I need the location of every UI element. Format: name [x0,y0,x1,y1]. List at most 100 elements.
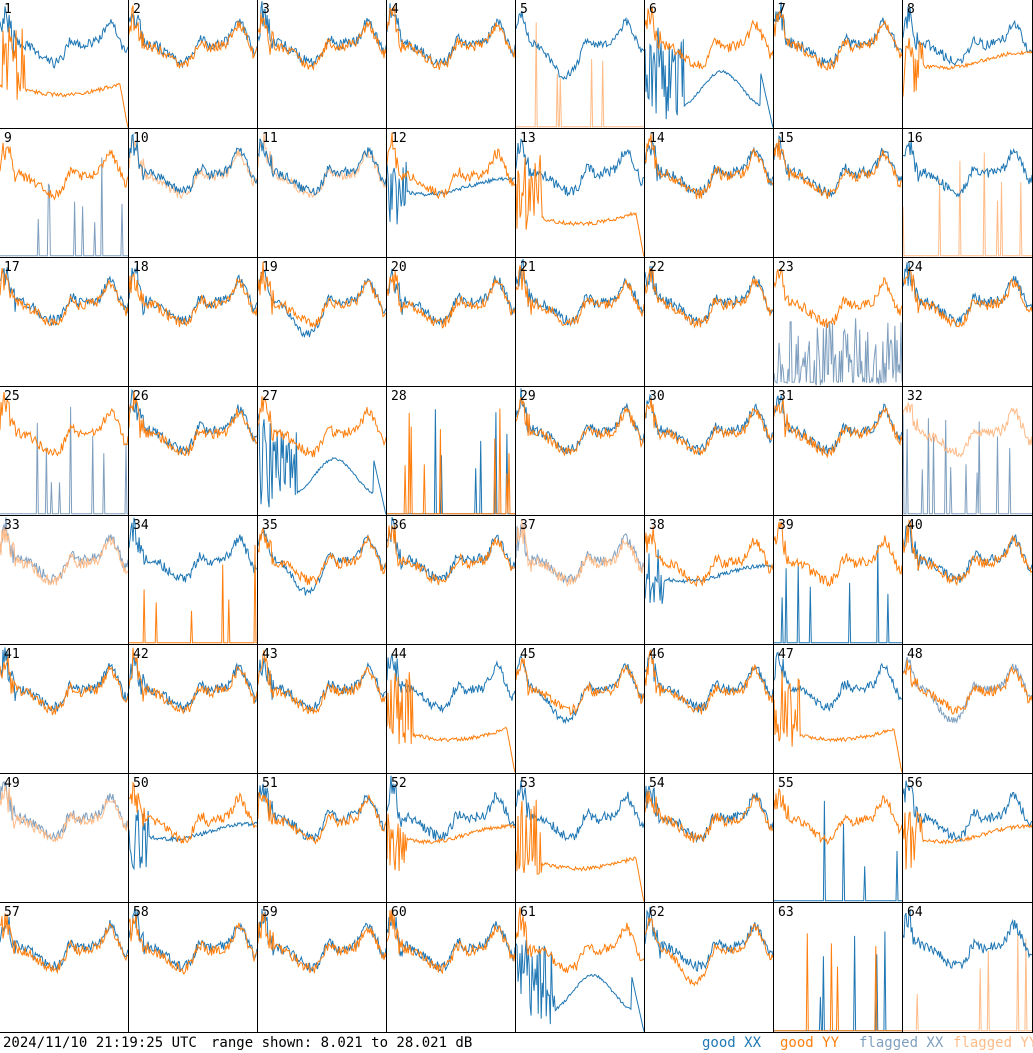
yy-trace [0,142,128,201]
panel-plot [903,780,1032,870]
xx-trace [387,654,515,714]
panel-number: 63 [778,905,794,920]
panel-number: 45 [520,647,536,662]
yy-trace [258,528,386,586]
panel-plot [774,651,902,773]
yy-trace [903,518,1032,587]
yy-trace [129,137,257,200]
xx-trace [258,270,386,339]
panel-plot [903,6,1032,97]
panel-number: 34 [133,518,149,533]
yy-trace [0,913,128,975]
panel-number: 11 [262,131,278,146]
yy-trace [903,37,1032,97]
panel-number: 31 [778,389,794,404]
panel-plot [258,909,386,974]
panel-38: 38 [645,516,774,645]
panel-50: 50 [129,774,258,903]
panel-number: 28 [391,389,407,404]
panel-number: 57 [4,905,20,920]
yy-trace [645,649,773,715]
yy-trace [387,909,515,975]
panel-number: 18 [133,260,149,275]
panel-37: 37 [516,516,645,645]
panel-25: 25 [0,387,129,516]
panel-plot [903,262,1032,328]
panel-30: 30 [645,387,774,516]
panel-62: 62 [645,903,774,1033]
yy-trace [516,799,644,902]
xx-trace [903,6,1032,66]
panel-plot [645,785,773,844]
xx-trace [903,139,1032,198]
panel-32: 32 [903,387,1033,516]
yy-trace [645,397,773,457]
panel-44: 44 [387,645,516,774]
panel-plot [516,907,644,1032]
panel-number: 55 [778,776,794,791]
panel-number: 51 [262,776,278,791]
panel-plot [258,133,386,198]
yy-trace [0,526,128,586]
xx-trace [258,909,386,972]
panel-plot [387,3,515,70]
yy-trace [516,155,644,257]
panel-plot [387,517,515,586]
yy-trace [903,152,1032,257]
yy-trace [774,10,902,71]
panel-plot [387,909,515,975]
yy-trace [258,396,386,458]
yy-trace [903,810,1032,870]
panel-35: 35 [258,516,387,645]
yy-trace [129,272,257,328]
panel-plot [0,647,128,716]
panel-number: 25 [4,389,20,404]
panel-plot [0,142,128,257]
panel-plot [903,139,1032,257]
yy-trace [774,399,902,459]
panel-number: 10 [133,131,149,146]
panel-plot [258,1,386,72]
panel-plot [0,6,128,128]
yy-trace [129,647,257,715]
panel-plot [387,408,515,515]
xx-trace [774,651,902,712]
panel-4: 4 [387,0,516,129]
panel-19: 19 [258,258,387,387]
yy-trace [645,790,773,843]
yy-trace [645,134,773,200]
panel-number: 54 [649,776,665,791]
panel-number: 8 [907,2,915,17]
yy-trace [774,788,902,846]
xx-trace [258,783,386,843]
panel-55: 55 [774,774,903,903]
xx-trace [516,11,644,80]
panel-number: 56 [907,776,923,791]
panel-number: 47 [778,647,794,662]
panel-63: 63 [774,903,903,1033]
panel-number: 22 [649,260,665,275]
panel-1: 1 [0,0,129,129]
yy-trace [516,396,644,457]
yy-trace [645,267,773,329]
panel-plot [516,11,644,128]
yy-trace [387,813,515,872]
timestamp: 2024/11/10 21:19:25 UTC [3,1035,197,1051]
footer: 2024/11/10 21:19:25 UTC range shown: 8.0… [0,1033,1033,1053]
panel-plot [0,267,128,327]
panel-plot [516,780,644,902]
panel-51: 51 [258,774,387,903]
yy-trace [0,392,128,457]
yy-trace [258,912,386,974]
panel-52: 52 [387,774,516,903]
panel-31: 31 [774,387,903,516]
panel-number: 16 [907,131,923,146]
panel-plot [387,654,515,773]
panel-number: 60 [391,905,407,920]
panel-45: 45 [516,645,645,774]
panel-plot [903,657,1032,725]
panel-17: 17 [0,258,129,387]
yy-trace [0,786,128,843]
panel-34: 34 [129,516,258,645]
yy-trace [516,907,644,974]
